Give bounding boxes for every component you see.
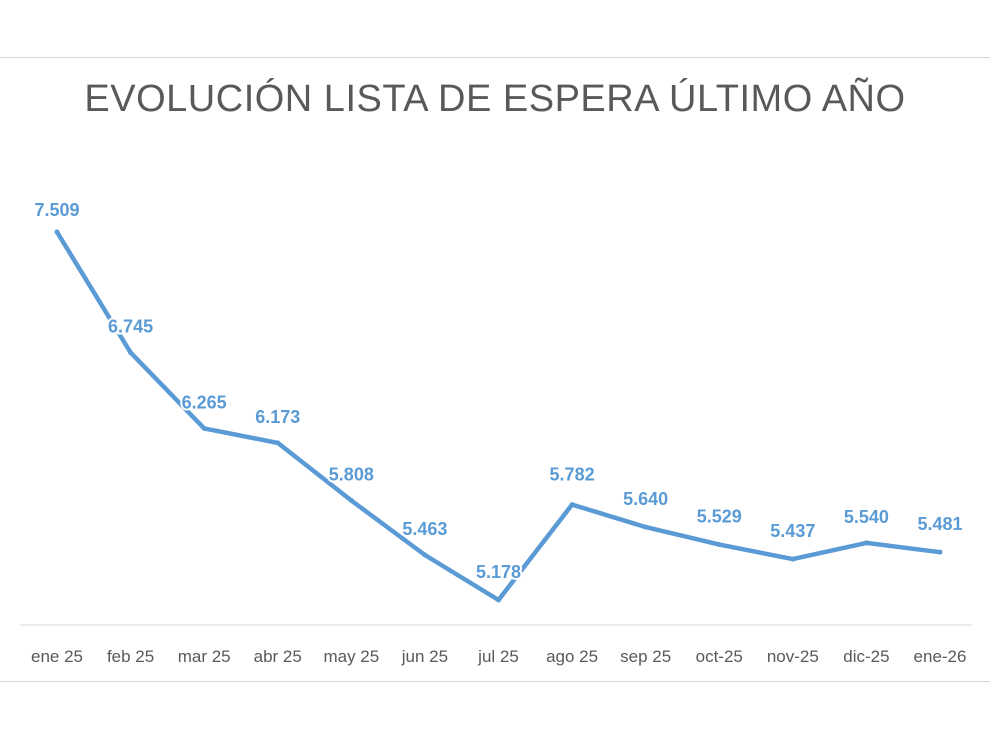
data-label: 5.178 xyxy=(476,562,521,582)
data-point xyxy=(496,597,501,603)
top-divider xyxy=(0,57,990,58)
data-label: 5.540 xyxy=(844,507,889,527)
data-label: 5.463 xyxy=(402,519,447,539)
data-label: 6.745 xyxy=(108,317,153,337)
data-label: 5.529 xyxy=(697,507,742,527)
x-tick-label: may 25 xyxy=(323,647,379,666)
data-point xyxy=(716,542,722,548)
data-label: 5.437 xyxy=(770,521,815,541)
data-point xyxy=(937,549,943,555)
data-label: 5.782 xyxy=(550,465,595,485)
data-point xyxy=(128,350,134,356)
x-tick-label: mar 25 xyxy=(178,647,231,666)
data-point xyxy=(422,552,428,558)
x-tick-label: abr 25 xyxy=(254,647,302,666)
x-tick-label: nov-25 xyxy=(767,647,819,666)
series-group xyxy=(54,229,943,603)
bottom-divider xyxy=(0,681,990,682)
x-tick-label: jun 25 xyxy=(401,647,448,666)
data-labels-group: 7.509 6.745 6.265 6.173 5.808 5.463 5.178 5.782… xyxy=(32,198,964,584)
data-point xyxy=(569,502,575,508)
data-point xyxy=(201,425,207,431)
data-label: 7.509 xyxy=(34,200,79,220)
x-tick-labels-group: ene 25 feb 25 mar 25 abr 25 may 25 jun 25 jul … xyxy=(31,647,966,666)
x-tick-label: sep 25 xyxy=(620,647,671,666)
data-point xyxy=(790,556,796,562)
x-tick-label: ago 25 xyxy=(546,647,598,666)
series-line xyxy=(54,229,943,603)
x-tick-label: ene-26 xyxy=(914,647,967,666)
data-label: 5.481 xyxy=(917,514,962,534)
data-label: 6.173 xyxy=(255,407,300,427)
x-tick-label: dic-25 xyxy=(843,647,889,666)
x-tick-label: jul 25 xyxy=(477,647,519,666)
x-tick-label: oct-25 xyxy=(696,647,743,666)
chart-title: EVOLUCIÓN LISTA DE ESPERA ÚLTIMO AÑO xyxy=(84,78,906,120)
data-point xyxy=(275,440,281,446)
data-point xyxy=(643,524,649,530)
data-point xyxy=(54,229,60,235)
x-tick-label: feb 25 xyxy=(107,647,154,666)
data-label: 5.640 xyxy=(623,489,668,509)
data-label: 5.808 xyxy=(329,465,374,485)
data-point xyxy=(863,540,869,546)
data-point xyxy=(348,498,354,504)
data-label: 6.265 xyxy=(182,392,227,412)
x-tick-label: ene 25 xyxy=(31,647,83,666)
